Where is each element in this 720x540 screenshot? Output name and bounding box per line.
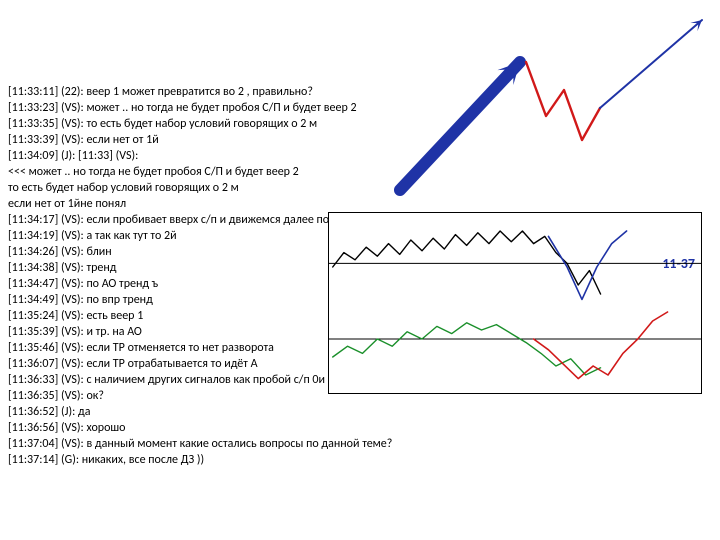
arrow (600, 20, 702, 108)
series-black-upper (333, 231, 601, 294)
page-root: [11:33:11] (22): веер 1 может превратитс… (0, 0, 720, 540)
series-blue-v (548, 231, 626, 299)
arrow (400, 62, 520, 190)
chart-box: 11-37 (328, 212, 702, 394)
series-red-lower (534, 312, 668, 379)
series-green-lower (333, 323, 601, 375)
overlay-red-zigzag (526, 62, 600, 140)
chart-svg (329, 213, 701, 393)
